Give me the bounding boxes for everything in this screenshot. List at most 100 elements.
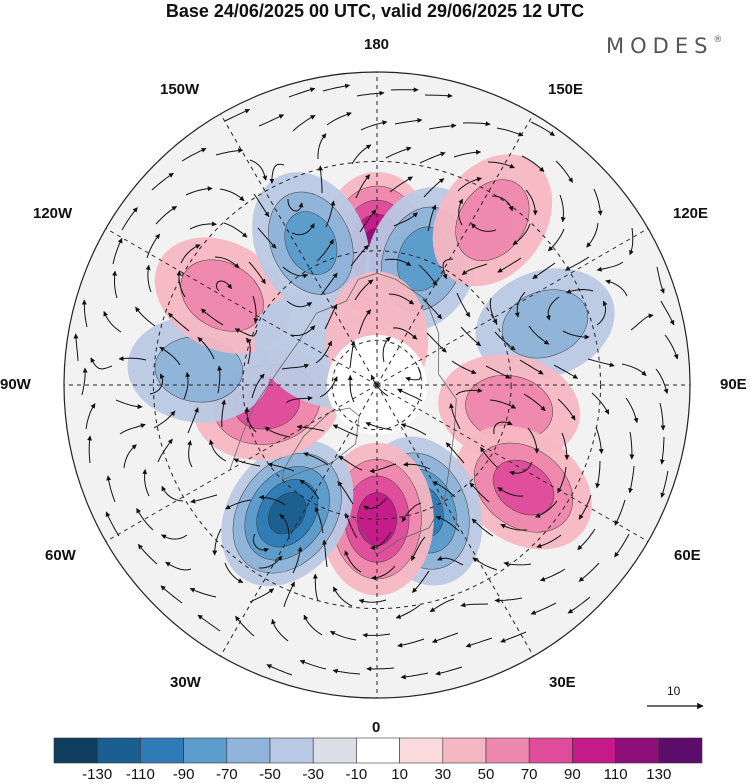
wind-arrow [87, 435, 93, 464]
wind-arrow [457, 176, 483, 192]
wind-arrow [197, 614, 221, 632]
wind-arrow [460, 602, 489, 608]
wind-arrow [660, 300, 675, 326]
wind-arrow [545, 296, 560, 321]
wind-arrow [625, 397, 639, 424]
wind-arrow [314, 506, 324, 534]
wind-streamlines [73, 83, 679, 680]
wind-arrow [81, 299, 88, 328]
reference-vector-label: 10 [667, 684, 681, 698]
wind-arrow [291, 223, 315, 236]
wind-arrow [180, 244, 201, 264]
wind-arrow [312, 573, 319, 602]
wind-arrow [371, 565, 396, 581]
wind-arrow [338, 455, 363, 471]
anomaly-contour [502, 289, 589, 359]
wind-arrow [614, 533, 630, 558]
wind-arrow [427, 204, 437, 232]
wind-arrow [494, 331, 516, 351]
wind-arrow [90, 357, 113, 370]
wind-arrow [168, 312, 190, 332]
colorbar-swatch [53, 737, 98, 764]
wind-arrow [485, 365, 511, 379]
wind-arrow [369, 463, 397, 474]
wind-arrow [595, 460, 601, 489]
wind-arrow [252, 295, 259, 324]
wind-arrow [451, 360, 477, 374]
wind-arrow [224, 562, 244, 583]
wind-arrow [401, 502, 422, 523]
wind-arrow [530, 121, 555, 137]
wind-arrow [112, 237, 123, 265]
wind-arrow [190, 494, 218, 504]
wind-arrow [316, 238, 334, 262]
wind-arrow [553, 364, 579, 379]
map-border [63, 71, 691, 699]
wind-arrow [269, 163, 285, 184]
wind-arrow [435, 515, 460, 532]
wind-arrow [258, 114, 285, 127]
wind-arrow [496, 127, 524, 137]
colorbar-tick-label: -10 [345, 766, 368, 783]
wind-arrow [424, 93, 453, 99]
wind-arrow [523, 393, 546, 412]
wind-arrow [497, 486, 524, 497]
colorbar-tick-label: 130 [646, 766, 672, 783]
wind-arrow [525, 189, 538, 216]
wind-arrow [469, 482, 490, 503]
wind-arrow [431, 632, 459, 643]
anomaly-contour [492, 459, 555, 516]
wind-arrow [235, 615, 255, 637]
wind-arrow [557, 398, 576, 421]
wind-arrow [660, 470, 669, 498]
wind-arrow [539, 568, 566, 582]
wind-arrow [176, 270, 186, 298]
lon-label-120w: 120W [33, 205, 73, 222]
wind-arrow [332, 668, 361, 675]
wind-arrow [423, 178, 445, 198]
wind-arrow [389, 176, 413, 193]
lon-label-90e: 90E [720, 376, 747, 393]
wind-arrow [366, 666, 395, 672]
wind-arrow [351, 144, 372, 165]
wind-arrow [160, 585, 183, 604]
wind-arrow [659, 402, 666, 431]
colorbar-swatch [96, 737, 141, 764]
wind-arrow [135, 306, 156, 327]
wind-arrow [185, 186, 213, 196]
colorbar-tick-label: 90 [564, 766, 581, 783]
wind-arrow [155, 205, 178, 225]
wind-arrow [319, 376, 338, 398]
wind-arrow [329, 630, 357, 641]
wind-arrow [429, 598, 455, 613]
wind-arrow [187, 407, 199, 434]
wind-arrow [221, 399, 227, 428]
wind-arrow [212, 528, 222, 556]
wind-arrow [349, 340, 356, 369]
wind-arrow [370, 531, 392, 551]
colorbar [53, 737, 703, 764]
wind-arrow [521, 155, 545, 173]
wind-arrow [497, 257, 522, 273]
wind-arrow [561, 432, 570, 461]
anomaly-contour [284, 211, 338, 275]
wind-arrow [332, 424, 359, 437]
wind-arrow [215, 148, 244, 156]
wind-arrow [303, 614, 323, 636]
colorbar-tick-label: -70 [215, 766, 238, 783]
wind-arrow [547, 228, 565, 252]
wind-arrow [296, 424, 325, 432]
wind-arrow [197, 336, 215, 360]
wind-arrow [344, 512, 358, 539]
wind-arrow [530, 602, 557, 615]
wind-arrow [578, 494, 592, 520]
wind-arrow [303, 452, 329, 466]
wind-arrow [119, 423, 146, 435]
wind-arrow [461, 263, 488, 276]
wind-arrow [400, 672, 429, 680]
wind-arrow [189, 221, 217, 230]
wind-arrow [435, 666, 463, 676]
wind-arrow [536, 534, 562, 549]
anomaly-field [127, 154, 615, 596]
lon-label-180: 180 [364, 36, 390, 53]
